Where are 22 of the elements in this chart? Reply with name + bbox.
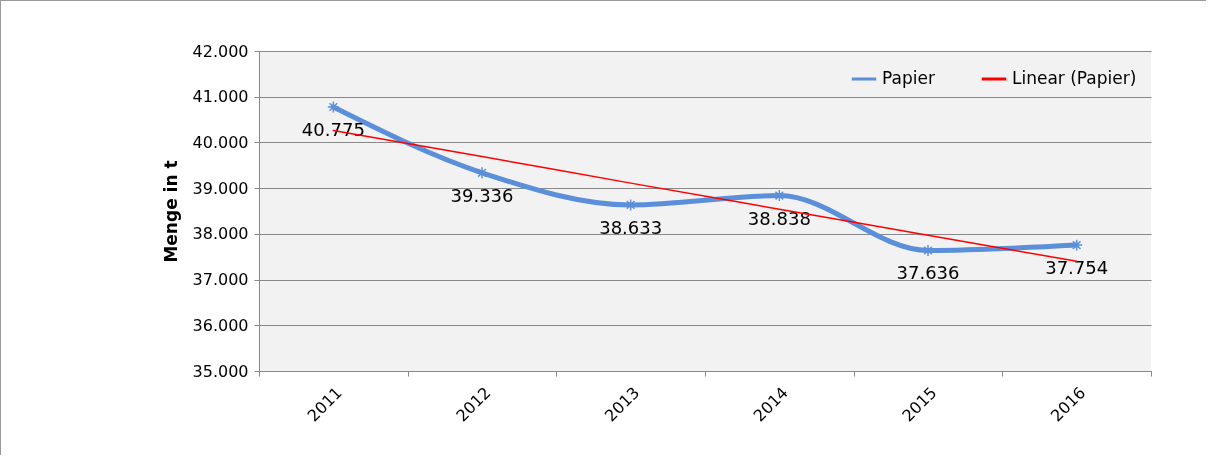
point — [1070, 238, 1083, 252]
y-tick-label: 36.000 — [192, 315, 249, 335]
point — [475, 166, 489, 180]
data-label: 38.633 — [599, 216, 663, 238]
data-label: 37.754 — [1045, 257, 1109, 279]
data-label: 39.336 — [450, 184, 514, 206]
data-label: 38.838 — [747, 207, 811, 229]
point — [921, 244, 935, 257]
data-label: 40.775 — [301, 119, 365, 140]
data-label: 37.636 — [896, 262, 960, 284]
y-tick-label: 39.000 — [192, 178, 249, 198]
legend-label: Linear (Papier) — [1012, 68, 1137, 88]
point — [624, 198, 637, 212]
point — [327, 100, 340, 114]
y-tick-label: 42.000 — [192, 41, 249, 61]
y-tick-label: 41.000 — [192, 87, 249, 107]
y-tick-label: 38.000 — [192, 224, 249, 244]
legend-label: Papier — [882, 68, 935, 88]
y-tick-label: 37.000 — [192, 270, 249, 290]
y-axis-title: Menge in t — [160, 160, 181, 263]
y-tick-label: 35.000 — [192, 361, 249, 381]
y-tick-label: 40.000 — [192, 132, 249, 152]
